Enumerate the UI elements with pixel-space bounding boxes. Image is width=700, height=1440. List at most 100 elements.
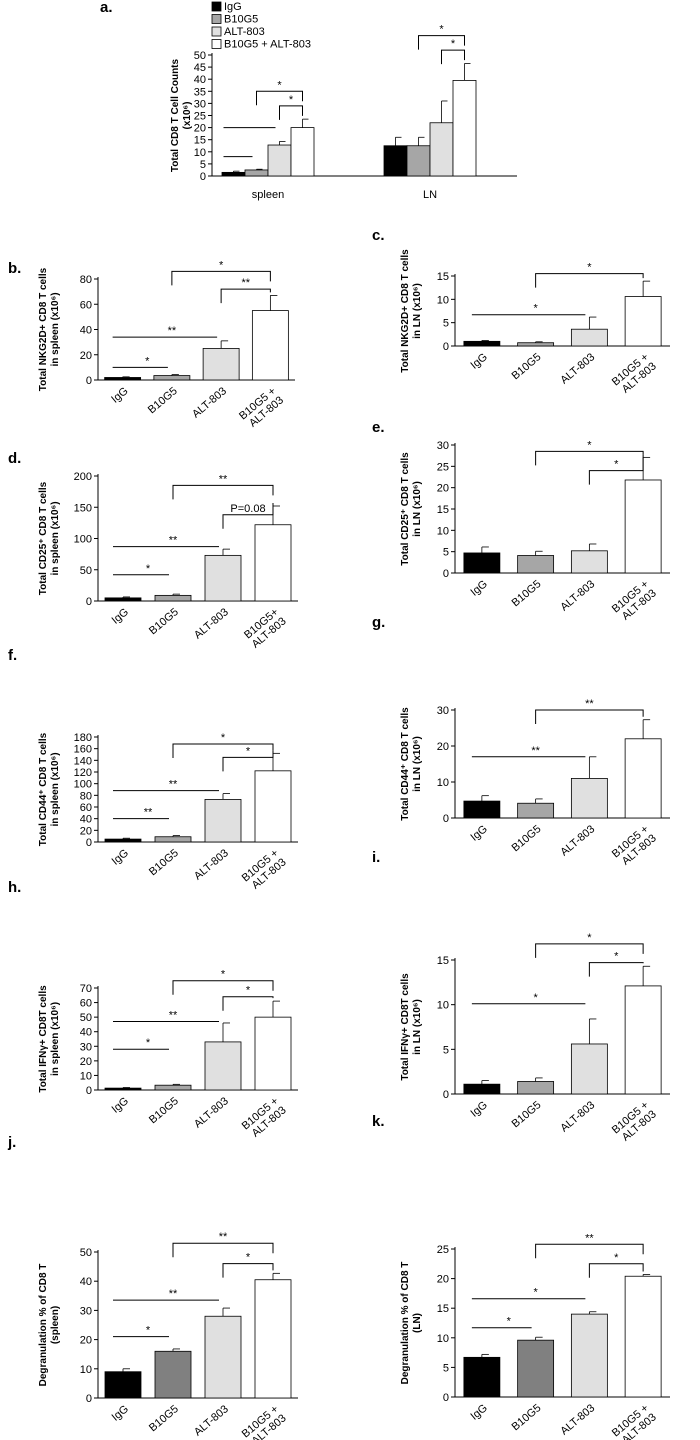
y-tick-label: 5 — [200, 159, 206, 171]
legend-entry: B10G5 — [224, 14, 258, 26]
bar — [154, 594, 192, 602]
category-label: IgG — [110, 847, 131, 868]
panel-g-label: g. — [372, 614, 385, 631]
y-tick-label: 0 — [443, 1392, 449, 1404]
y-tick-label: 0 — [443, 341, 449, 353]
bar — [104, 838, 142, 843]
panel-k-ylabel: Degranulation % of CD8 T(LN) — [400, 1262, 423, 1385]
y-tick-label: 25 — [194, 111, 206, 123]
category-label: ALT-803 — [190, 385, 229, 420]
bar — [517, 1339, 555, 1398]
significance-label: P=0.08 — [230, 503, 265, 515]
y-tick-label: 15 — [437, 955, 449, 967]
panel-b: b. Total NKG2D+ CD8 T cellsin spleen (x10… — [8, 259, 295, 431]
y-tick-label: 5 — [443, 547, 449, 559]
category-label: B10G5 +ALT-803 — [610, 578, 659, 624]
bar — [254, 1279, 292, 1399]
category-label-line: B10G5 — [147, 1095, 181, 1126]
group-label: spleen — [252, 189, 284, 201]
bar — [153, 375, 191, 381]
y-tick-label: 140 — [74, 755, 92, 767]
y-tick-label: 40 — [80, 1027, 92, 1039]
bar — [429, 122, 454, 177]
y-tick-label: 20 — [437, 741, 449, 753]
significance-label: * — [533, 303, 538, 315]
y-tick-label: 30 — [437, 705, 449, 717]
ylabel-line: Total CD8 T Cell Counts — [170, 58, 181, 172]
bar — [202, 348, 240, 381]
legend-swatch — [211, 14, 222, 24]
significance-label: ** — [531, 745, 540, 757]
y-tick-label: 80 — [80, 274, 92, 286]
y-tick-label: 0 — [86, 837, 92, 849]
bar — [570, 328, 608, 347]
panel-j: j. Degranulation % of CD8 T(spleen) 0 10 20 3… — [7, 1134, 298, 1440]
category-label-line: ALT-803 — [192, 1403, 231, 1438]
ylabel-line: (spleen) — [50, 1306, 61, 1344]
category-label-line: B10G5 — [510, 1402, 544, 1433]
category-label: ALT-803 — [558, 1099, 597, 1134]
panel-f: f. Total CD44⁺ CD8 T cellsin spleen (x10⁶… — [8, 647, 298, 892]
legend-swatch — [211, 39, 222, 49]
significance-bracket — [535, 1243, 644, 1259]
bar — [267, 144, 292, 177]
y-tick-label: 20 — [80, 1056, 92, 1068]
bar — [517, 342, 555, 347]
legend-swatch — [211, 26, 222, 37]
panel-k: k. Degranulation % of CD8 T(LN) 0 5 10 15 20 25… — [372, 1113, 670, 1440]
significance-bracket — [171, 270, 271, 286]
category-label-line: B10G5 — [147, 847, 181, 878]
panel-j-label: j. — [7, 1134, 16, 1151]
category-label: IgG — [469, 351, 490, 372]
category-label: B10G5 +ALT-803 — [610, 1099, 659, 1145]
category-label: B10G5 +ALT-803 — [237, 385, 286, 431]
legend-entry: B10G5 + ALT-803 — [224, 39, 311, 51]
ylabel-line: in spleen (x10⁶) — [50, 292, 61, 366]
y-tick-label: 15 — [194, 135, 206, 147]
significance-bracket — [222, 750, 274, 772]
y-tick-label: 50 — [80, 1012, 92, 1024]
significance-label: * — [587, 932, 592, 944]
category-label-line: ALT-803 — [558, 578, 597, 613]
bar — [463, 552, 501, 574]
y-tick-label: 45 — [194, 62, 206, 74]
y-tick-label: 25 — [437, 1244, 449, 1256]
bar — [570, 778, 608, 819]
y-tick-label: 40 — [80, 325, 92, 337]
category-label: B10G5 — [510, 351, 544, 382]
ylabel-line: in LN (x10⁶) — [412, 283, 423, 339]
ylabel-line: in spleen (x10⁶) — [50, 501, 61, 575]
bar — [463, 1083, 501, 1095]
ylabel-line: Total CD44⁺ CD8 T cells — [38, 732, 49, 846]
legend-entry: ALT-803 — [224, 26, 265, 38]
significance-label: ** — [169, 1010, 178, 1022]
legend-swatch — [211, 1, 222, 12]
category-label-line: B10G5 — [147, 1403, 181, 1434]
bar — [204, 1041, 242, 1091]
y-tick-label: 50 — [80, 1247, 92, 1259]
bar — [406, 145, 431, 177]
significance-label: * — [146, 1325, 151, 1337]
category-label: B10G5 +ALT-803 — [240, 1403, 289, 1440]
panel-j-ylabel: Degranulation % of CD8 T(spleen) — [38, 1264, 61, 1387]
panel-a-label: a. — [100, 0, 113, 16]
bar — [154, 1084, 192, 1091]
significance-bracket — [172, 1242, 274, 1258]
y-tick-label: 160 — [74, 744, 92, 756]
ylabel-line: Total NKG2D+ CD8 T cells — [38, 267, 49, 391]
bar — [154, 836, 192, 843]
y-tick-label: 10 — [437, 525, 449, 537]
bar — [254, 1016, 292, 1091]
significance-label: ** — [144, 807, 153, 819]
panel-e-ylabel: Total CD25⁺ CD8 T cellsin LN (x10⁶) — [400, 452, 423, 566]
panel-f-ylabel: Total CD44⁺ CD8 T cellsin spleen (x10⁶) — [38, 732, 61, 846]
significance-label: * — [614, 1252, 619, 1264]
significance-label: * — [145, 355, 150, 367]
category-label: B10G5 — [510, 578, 544, 609]
y-tick-label: 0 — [86, 1393, 92, 1405]
y-tick-label: 5 — [443, 1362, 449, 1374]
bar — [517, 555, 555, 574]
category-label-line: IgG — [110, 1095, 131, 1116]
panel-d: d. Total CD25⁺ CD8 T cellsin spleen (x10⁶… — [8, 450, 298, 651]
significance-label: * — [439, 24, 444, 36]
